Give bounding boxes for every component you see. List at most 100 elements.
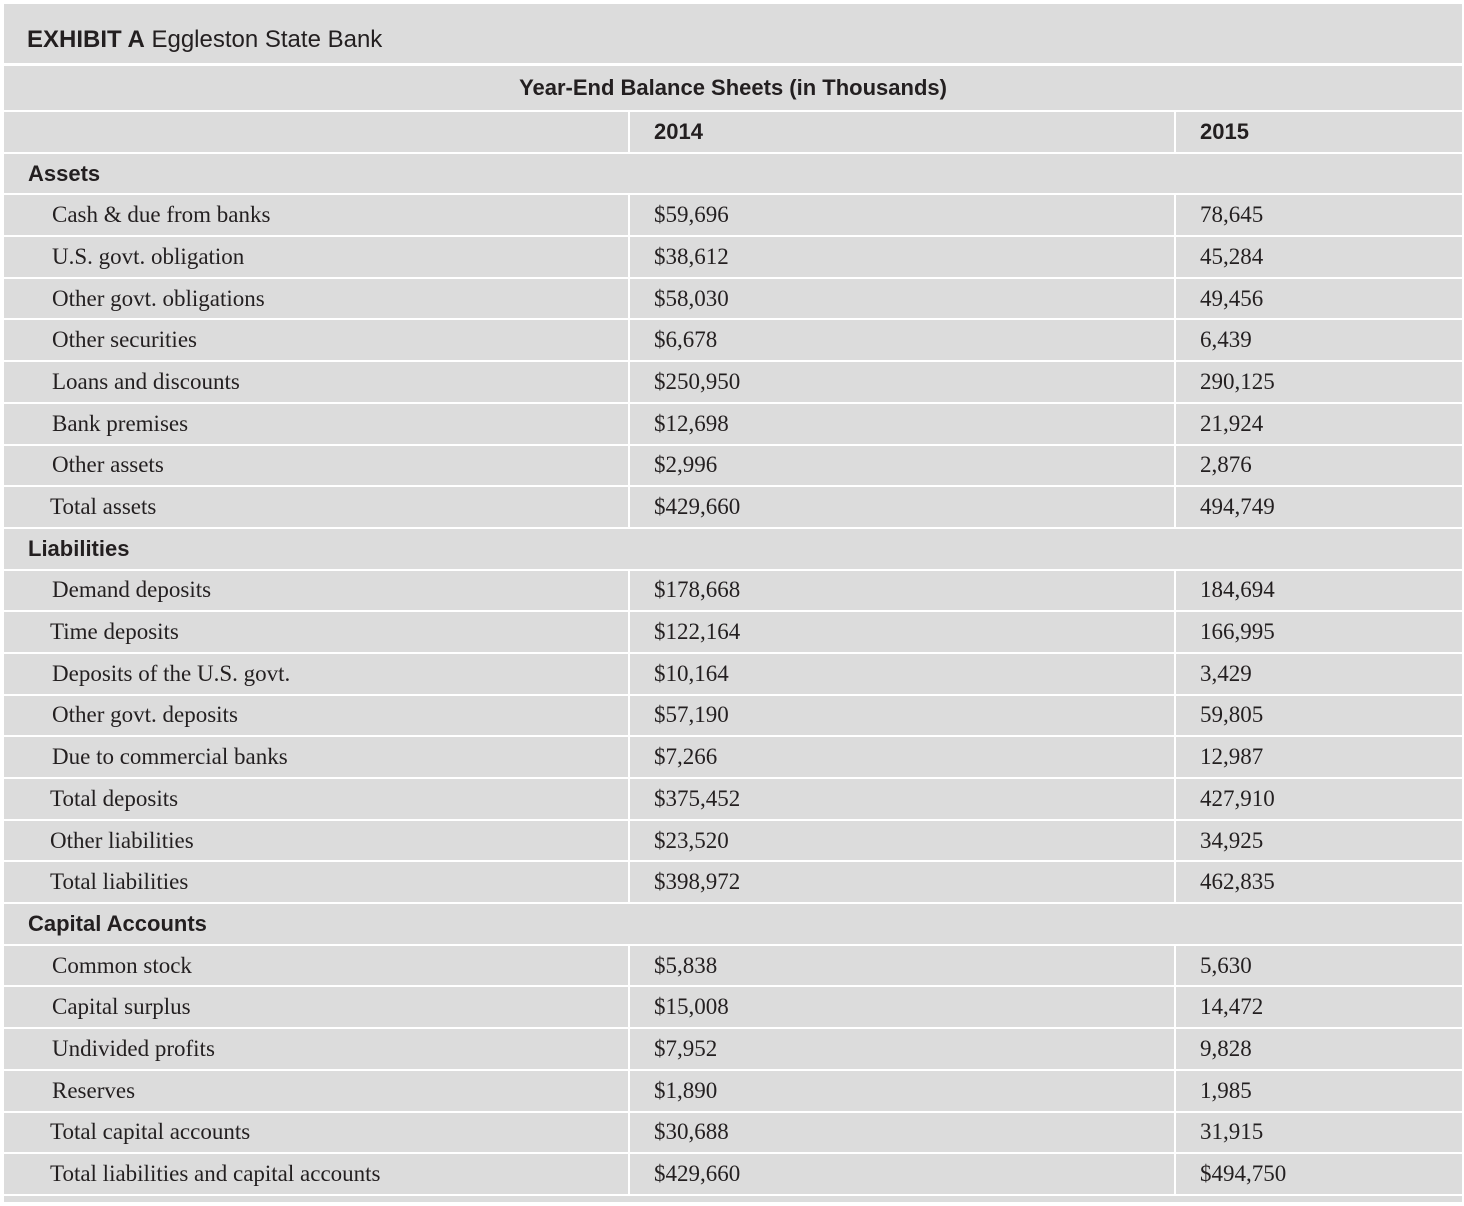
section-heading: Assets	[4, 152, 1463, 196]
value-2015: 21,924	[1173, 402, 1463, 446]
table-row: U.S. govt. obligation $38,612 45,284	[4, 236, 1463, 279]
balance-sheet-table: Year-End Balance Sheets (in Thousands) 2…	[4, 66, 1463, 1196]
value-2015: 12,987	[1173, 736, 1463, 779]
value-2014: $12,698	[628, 402, 1175, 446]
table-row: Reserves $1,890 1,985	[4, 1069, 1463, 1113]
table-row: Other govt. deposits $57,190 59,805	[4, 694, 1463, 738]
exhibit-panel: EXHIBIT A Eggleston State Bank Year-End …	[4, 4, 1463, 1202]
table-row: Bank premises $12,698 21,924	[4, 402, 1463, 446]
table-row: Capital surplus $15,008 14,472	[4, 986, 1463, 1030]
value-2015: 427,910	[1173, 778, 1463, 821]
exhibit-label: EXHIBIT A	[27, 26, 145, 53]
row-label: Loans and discounts	[4, 361, 629, 404]
row-label: Other liabilities	[4, 819, 629, 863]
row-label: Deposits of the U.S. govt.	[4, 652, 629, 696]
table-row: Other assets $2,996 2,876	[4, 444, 1463, 488]
table-row: Common stock $5,838 5,630	[4, 944, 1463, 988]
value-2014: $6,678	[628, 319, 1175, 363]
value-2014: $7,952	[628, 1028, 1175, 1071]
value-2014: $122,164	[628, 611, 1175, 654]
section-heading: Capital Accounts	[4, 903, 1463, 946]
value-2015: 34,925	[1173, 819, 1463, 863]
row-label: Total deposits	[4, 778, 629, 821]
table-row: Total deposits $375,452 427,910	[4, 778, 1463, 821]
table-row: Total liabilities $398,972 462,835	[4, 861, 1463, 905]
value-2015: 78,645	[1173, 194, 1463, 238]
row-label: Other securities	[4, 319, 629, 363]
row-label: Total liabilities and capital accounts	[4, 1153, 629, 1196]
value-2015: 45,284	[1173, 236, 1463, 279]
value-2014: $398,972	[628, 861, 1175, 905]
row-label: Capital surplus	[4, 986, 629, 1030]
value-2015: 184,694	[1173, 569, 1463, 613]
value-2015: 494,749	[1173, 486, 1463, 529]
table-row: Other govt. obligations $58,030 49,456	[4, 277, 1463, 321]
value-2015: 31,915	[1173, 1111, 1463, 1155]
value-2015: 1,985	[1173, 1069, 1463, 1113]
table-row: Other securities $6,678 6,439	[4, 319, 1463, 363]
row-label: Other govt. deposits	[4, 694, 629, 738]
table-row: Total liabilities and capital accounts $4…	[4, 1153, 1463, 1196]
table-caption: Year-End Balance Sheets (in Thousands)	[4, 66, 1463, 112]
value-2015: 166,995	[1173, 611, 1463, 654]
section-heading-row: Capital Accounts	[4, 903, 1463, 946]
value-2014: $57,190	[628, 694, 1175, 738]
label-column-header	[4, 111, 629, 154]
row-label: Common stock	[4, 944, 629, 988]
exhibit-name: Eggleston State Bank	[151, 26, 383, 53]
footer-strip	[4, 1196, 1462, 1206]
section-heading: Liabilities	[4, 527, 1463, 571]
value-2015: 9,828	[1173, 1028, 1463, 1071]
table-row: Demand deposits $178,668 184,694	[4, 569, 1463, 613]
year-2015-header: 2015	[1173, 111, 1463, 154]
row-label: Due to commercial banks	[4, 736, 629, 779]
row-label: Time deposits	[4, 611, 629, 654]
table-row: Deposits of the U.S. govt. $10,164 3,429	[4, 652, 1463, 696]
table-row: Loans and discounts $250,950 290,125	[4, 361, 1463, 404]
value-2014: $5,838	[628, 944, 1175, 988]
value-2015: 2,876	[1173, 444, 1463, 488]
value-2014: $2,996	[628, 444, 1175, 488]
table-caption-row: Year-End Balance Sheets (in Thousands)	[4, 66, 1463, 112]
row-label: Total capital accounts	[4, 1111, 629, 1155]
table-row: Due to commercial banks $7,266 12,987	[4, 736, 1463, 779]
row-label: Other govt. obligations	[4, 277, 629, 321]
year-header-row: 2014 2015	[4, 111, 1463, 154]
row-label: Total liabilities	[4, 861, 629, 905]
value-2015: 3,429	[1173, 652, 1463, 696]
row-label: Other assets	[4, 444, 629, 488]
table-row: Total capital accounts $30,688 31,915	[4, 1111, 1463, 1155]
value-2014: $30,688	[628, 1111, 1175, 1155]
year-2014-header: 2014	[628, 111, 1175, 154]
value-2014: $58,030	[628, 277, 1175, 321]
row-label: U.S. govt. obligation	[4, 236, 629, 279]
value-2014: $429,660	[628, 1153, 1175, 1196]
value-2014: $178,668	[628, 569, 1175, 613]
row-label: Undivided profits	[4, 1028, 629, 1071]
value-2014: $250,950	[628, 361, 1175, 404]
value-2014: $10,164	[628, 652, 1175, 696]
value-2015: 49,456	[1173, 277, 1463, 321]
value-2014: $7,266	[628, 736, 1175, 779]
value-2014: $429,660	[628, 486, 1175, 529]
row-label: Total assets	[4, 486, 629, 529]
row-label: Reserves	[4, 1069, 629, 1113]
value-2015: 462,835	[1173, 861, 1463, 905]
value-2015: $494,750	[1173, 1153, 1463, 1196]
value-2014: $59,696	[628, 194, 1175, 238]
section-heading-row: Liabilities	[4, 527, 1463, 571]
value-2015: 59,805	[1173, 694, 1463, 738]
table-row: Time deposits $122,164 166,995	[4, 611, 1463, 654]
row-label: Demand deposits	[4, 569, 629, 613]
table-body: Assets Cash & due from banks $59,696 78,645…	[4, 152, 1463, 1196]
row-label: Cash & due from banks	[4, 194, 629, 238]
table-row: Total assets $429,660 494,749	[4, 486, 1463, 529]
value-2014: $375,452	[628, 778, 1175, 821]
value-2014: $38,612	[628, 236, 1175, 279]
value-2015: 290,125	[1173, 361, 1463, 404]
value-2014: $1,890	[628, 1069, 1175, 1113]
value-2015: 6,439	[1173, 319, 1463, 363]
value-2014: $23,520	[628, 819, 1175, 863]
table-row: Cash & due from banks $59,696 78,645	[4, 194, 1463, 238]
row-label: Bank premises	[4, 402, 629, 446]
